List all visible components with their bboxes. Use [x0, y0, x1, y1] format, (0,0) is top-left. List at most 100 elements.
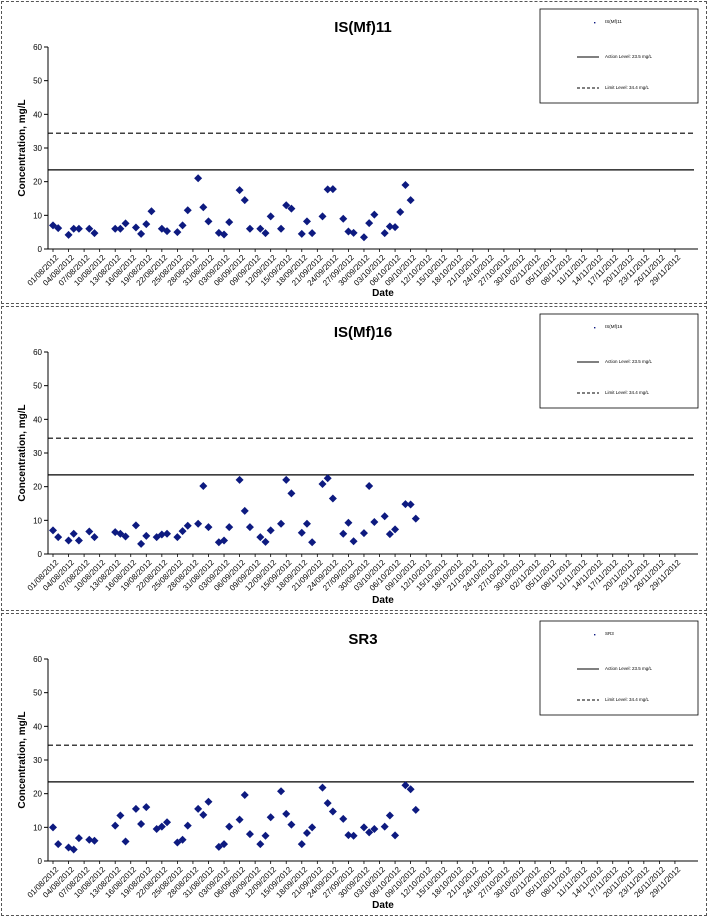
y-tick-label: 60 [33, 655, 42, 664]
data-point [359, 823, 368, 832]
y-tick-label: 40 [33, 415, 42, 424]
data-point [225, 523, 234, 532]
data-point [261, 537, 270, 546]
data-point [64, 230, 73, 239]
data-point [131, 804, 140, 813]
data-point [163, 227, 172, 236]
data-point [380, 512, 389, 521]
data-point [349, 228, 358, 237]
data-point [287, 489, 296, 498]
data-point [178, 835, 187, 844]
data-point [121, 532, 130, 541]
chart-panel-ismf16: IS(Mf)16 IS(Mf)16 Action Level: 23.5 mg/L L… [1, 306, 707, 611]
data-point [344, 831, 353, 840]
data-point [245, 224, 254, 233]
chart-svg-ismf11: IS(Mf)11 IS(Mf)11 Action Level: 23.5 mg/L L… [17, 8, 699, 299]
y-axis-label: Concentration, mg/L [17, 99, 28, 196]
data-point [323, 185, 332, 194]
data-point [204, 217, 213, 226]
y-tick-label: 50 [33, 382, 42, 391]
legend-box [539, 620, 699, 716]
data-point [385, 811, 394, 820]
series-points [49, 474, 420, 548]
data-point [411, 514, 420, 523]
data-point [266, 526, 275, 535]
data-point [359, 529, 368, 538]
data-point [308, 823, 317, 832]
data-point [297, 229, 306, 238]
y-tick-label: 50 [33, 77, 42, 86]
data-point [344, 518, 353, 527]
data-point [214, 842, 223, 851]
data-point [391, 223, 400, 232]
data-point [266, 813, 275, 822]
y-axis-label: Concentration, mg/L [17, 404, 28, 501]
y-tick-label: 50 [33, 689, 42, 698]
x-axis-label: Date [372, 900, 394, 911]
data-point [406, 500, 415, 509]
data-point [74, 536, 83, 545]
data-point [85, 527, 94, 536]
data-point [282, 475, 291, 484]
data-point [370, 825, 379, 834]
data-point [142, 531, 151, 540]
data-point [282, 201, 291, 210]
y-tick-label: 30 [33, 756, 42, 765]
data-point [328, 494, 337, 503]
data-point [163, 818, 172, 827]
data-point [365, 828, 374, 837]
data-point [74, 224, 83, 233]
data-point [318, 783, 327, 792]
data-point [54, 840, 63, 849]
data-point [339, 214, 348, 223]
data-point [318, 479, 327, 488]
data-point [225, 822, 234, 831]
data-point [137, 539, 146, 548]
data-point [245, 523, 254, 532]
data-point [49, 823, 57, 832]
data-point [142, 220, 151, 229]
y-tick-label: 10 [33, 211, 42, 220]
chart-panel-sr3: SR3 SR3 Action Level: 23.5 mg/L Limit Level… [1, 613, 707, 916]
data-point [85, 835, 94, 844]
data-point [287, 204, 296, 213]
data-point [194, 519, 203, 528]
data-point [406, 196, 415, 205]
y-tick-label: 0 [38, 550, 43, 559]
data-point [157, 530, 166, 539]
data-point [256, 533, 265, 542]
legend: IS(Mf)16 Action Level: 23.5 mg/L Limit Lev… [539, 313, 699, 409]
y-tick-label: 30 [33, 144, 42, 153]
data-point [277, 519, 286, 528]
data-point [297, 528, 306, 537]
data-point [365, 219, 374, 228]
legend: IS(Mf)11 Action Level: 23.5 mg/L Limit Lev… [539, 8, 699, 104]
data-point [240, 506, 249, 515]
legend-entry-label: Limit Level: 34.4 mg/L [605, 85, 650, 90]
data-point [277, 787, 286, 796]
data-point [163, 529, 172, 538]
data-point [85, 224, 94, 233]
data-point [178, 221, 187, 230]
data-point [349, 831, 358, 840]
y-tick-label: 60 [33, 348, 42, 357]
data-point [199, 481, 208, 490]
chart-title: IS(Mf)11 [334, 19, 392, 36]
data-point [137, 229, 146, 238]
data-point [245, 830, 254, 839]
legend-entry-label: Action Level: 23.5 mg/L [605, 54, 653, 59]
data-point [204, 523, 213, 532]
data-point [370, 518, 379, 527]
y-tick-label: 20 [33, 483, 42, 492]
chart-svg-sr3: SR3 SR3 Action Level: 23.5 mg/L Limit Level… [17, 620, 699, 911]
data-point [359, 233, 368, 242]
legend-box [539, 313, 699, 409]
data-point [380, 229, 389, 238]
legend-entry-label: SR3 [605, 631, 614, 636]
data-point [302, 829, 311, 838]
data-point [256, 840, 265, 849]
data-point [391, 831, 400, 840]
data-point [69, 529, 78, 538]
chart-panel-ismf11: IS(Mf)11 IS(Mf)11 Action Level: 23.5 mg/L L… [1, 1, 707, 304]
legend-box [539, 8, 699, 104]
